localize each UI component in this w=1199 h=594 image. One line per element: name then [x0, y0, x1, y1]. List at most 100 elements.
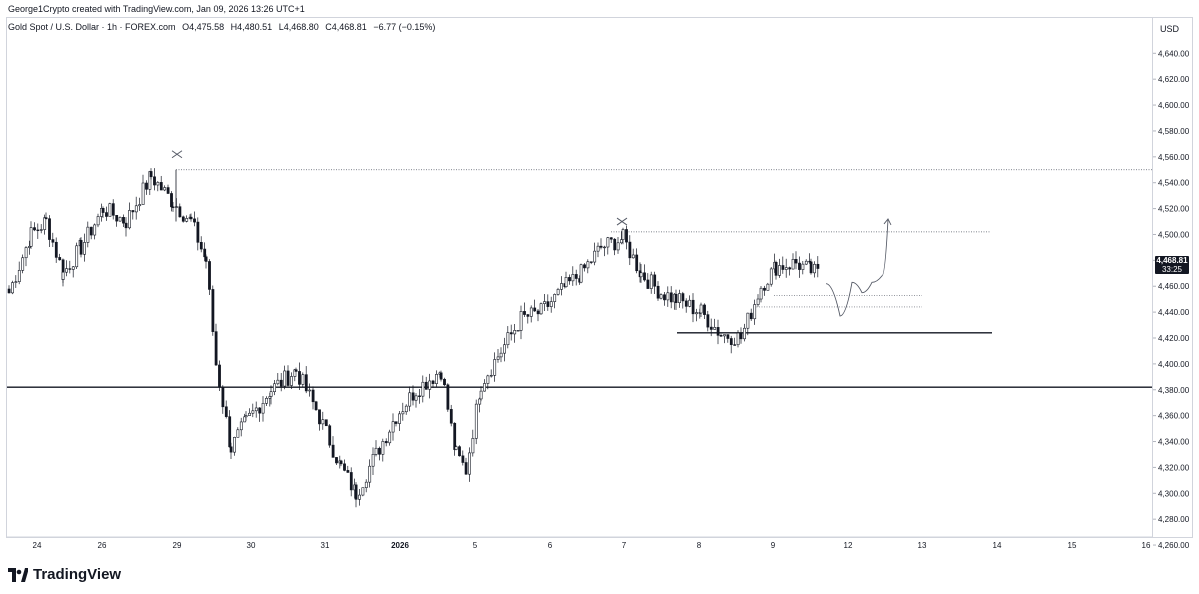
- candle-body: [29, 227, 33, 247]
- candle-body: [404, 405, 408, 413]
- candle-body: [713, 327, 717, 330]
- candle-body: [75, 245, 79, 268]
- price-tick-label: 4,440.00: [1158, 308, 1190, 317]
- ohlc-close: C4,468.81: [325, 22, 367, 32]
- candle-body: [314, 401, 318, 411]
- ohlc-high: H4,480.51: [230, 22, 273, 32]
- time-tick-label: 16: [1142, 541, 1151, 550]
- candle-body: [304, 374, 308, 392]
- chart-credit: George1Crypto created with TradingView.c…: [8, 4, 305, 14]
- candle-body: [464, 462, 468, 475]
- price-tick-label: 4,300.00: [1158, 489, 1190, 498]
- candle-body: [489, 375, 493, 377]
- candle-body: [453, 422, 457, 450]
- candle-body: [635, 254, 639, 272]
- candle-body: [723, 334, 726, 337]
- candle-body: [233, 437, 236, 453]
- candle-body: [251, 410, 255, 414]
- candle-body: [523, 311, 526, 315]
- candle-body: [321, 419, 325, 425]
- candle-body: [596, 245, 600, 252]
- candle-body: [141, 182, 145, 205]
- candle-body: [181, 216, 185, 222]
- candle-body: [170, 193, 173, 208]
- candle-body: [663, 294, 666, 301]
- candle-body: [163, 187, 167, 191]
- candle-body: [101, 208, 105, 213]
- price-tick-label: 4,260.00: [1158, 541, 1190, 550]
- candle-body: [593, 250, 597, 263]
- candle-body: [199, 242, 203, 250]
- candle-body: [411, 392, 415, 401]
- candle-body: [33, 227, 36, 231]
- candle-body: [122, 217, 125, 224]
- candle-body: [93, 224, 97, 236]
- candle-body: [483, 383, 486, 392]
- candle-body: [89, 226, 93, 236]
- candle-body: [374, 447, 378, 455]
- candle-body: [248, 412, 251, 416]
- time-tick-label: 7: [622, 541, 627, 550]
- candle-body: [21, 257, 25, 271]
- cross-marker: [171, 150, 183, 159]
- candle-body: [178, 206, 182, 218]
- tradingview-logo[interactable]: TradingView: [8, 566, 121, 583]
- candle-body: [703, 304, 706, 315]
- time-tick-label: 30: [247, 541, 256, 550]
- candle-body: [513, 330, 517, 335]
- candle-body: [115, 215, 119, 222]
- candle-body: [643, 272, 646, 281]
- candle-body: [621, 229, 625, 240]
- candle-body: [298, 371, 301, 385]
- candle-body: [781, 265, 785, 270]
- candle-body: [763, 287, 766, 291]
- candle-body: [560, 283, 563, 290]
- price-tick-label: 4,460.00: [1158, 282, 1190, 291]
- candle-body: [189, 216, 193, 220]
- candle-body: [324, 419, 328, 427]
- candle-body: [68, 268, 72, 270]
- candle-body: [549, 301, 553, 307]
- candle-body: [254, 407, 258, 412]
- candle-body: [468, 452, 471, 475]
- price-axis[interactable]: [1153, 17, 1193, 538]
- candle-body: [105, 212, 108, 217]
- candle-body: [556, 289, 560, 295]
- symbol-title: Gold Spot / U.S. Dollar · 1h · FOREX.com: [8, 22, 176, 32]
- ohlc-change: −6.77 (−0.15%): [373, 22, 436, 32]
- price-tick-label: 4,560.00: [1158, 153, 1190, 162]
- candle-body: [454, 446, 458, 450]
- candle-body: [603, 246, 606, 249]
- candle-body: [28, 246, 31, 248]
- time-tick-label: 9: [771, 541, 776, 550]
- candle-body: [446, 384, 450, 410]
- candle-body: [414, 395, 418, 401]
- candle-body: [96, 216, 100, 226]
- time-tick-label: 14: [993, 541, 1002, 550]
- candle-body: [746, 312, 750, 329]
- candle-body: [798, 262, 801, 270]
- candle-body: [214, 331, 218, 366]
- candle-body: [553, 294, 557, 302]
- candle-body: [756, 298, 760, 305]
- price-tick-label: 4,540.00: [1158, 179, 1190, 188]
- candle-body: [499, 352, 503, 358]
- candle-body: [221, 386, 225, 408]
- candle-body: [51, 239, 55, 243]
- candle-body: [616, 242, 620, 251]
- candle-body: [149, 171, 153, 178]
- candle-body: [138, 204, 142, 207]
- price-tick-label: 4,360.00: [1158, 412, 1190, 421]
- candle-body: [666, 292, 670, 301]
- candle-body: [739, 332, 743, 340]
- candle-body: [516, 330, 520, 332]
- candle-body: [276, 379, 280, 385]
- candle-body: [308, 389, 312, 392]
- price-tick-label: 4,500.00: [1158, 230, 1190, 239]
- price-tick-label: 4,600.00: [1158, 101, 1190, 110]
- candle-body: [526, 314, 530, 317]
- candle-body: [236, 429, 240, 438]
- candle-body: [546, 301, 550, 307]
- candle-body: [639, 272, 643, 278]
